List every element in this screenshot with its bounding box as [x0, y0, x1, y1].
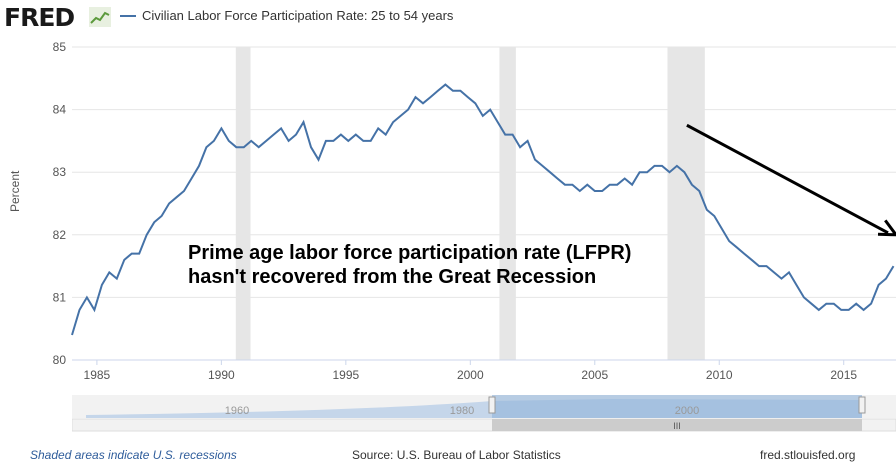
trend-arrow-shaft	[686, 123, 889, 235]
navigator-selection[interactable]	[492, 395, 862, 418]
x-tick-label-2000: 2000	[457, 368, 484, 382]
recession-band-0	[235, 47, 251, 360]
scrollbar-thumb[interactable]	[492, 419, 862, 431]
trend-arrow-head	[877, 219, 896, 237]
footer: Shaded areas indicate U.S. recessions So…	[0, 446, 896, 465]
y-tick-label-83: 83	[53, 165, 67, 179]
y-tick-label-80: 80	[53, 353, 67, 367]
navigator-tick-label-0: 1960	[225, 405, 249, 417]
legend: Civilian Labor Force Participation Rate:…	[120, 8, 453, 23]
x-tick-label-1990: 1990	[208, 368, 235, 382]
fred-graph-icon	[89, 7, 111, 27]
header: FRED Civilian Labor Force Participation …	[0, 0, 896, 34]
legend-swatch	[120, 14, 136, 17]
navigator-tick-label-1: 1980	[450, 405, 474, 417]
series-line-0	[71, 83, 895, 336]
y-tick-label-85: 85	[53, 40, 67, 54]
annotation-line-2: hasn't recovered from the Great Recessio…	[188, 266, 597, 288]
recession-band-1	[499, 47, 516, 360]
y-tick-label-82: 82	[53, 228, 67, 242]
recession-note: Shaded areas indicate U.S. recessions	[30, 448, 237, 462]
fred-logo[interactable]: FRED	[4, 3, 75, 32]
x-tick-label-2010: 2010	[706, 368, 733, 382]
scrollbar-grip[interactable]: III	[673, 421, 681, 431]
y-tick-label-84: 84	[53, 103, 67, 117]
x-tick-label-1985: 1985	[84, 368, 111, 382]
annotation-line-1: Prime age labor force participation rate…	[188, 242, 632, 264]
chart-annotation: Prime age labor force participation rate…	[188, 241, 631, 289]
navigator-left-handle[interactable]	[488, 396, 496, 414]
site-link[interactable]: fred.stlouisfed.org	[760, 448, 856, 462]
x-tick-label-1995: 1995	[332, 368, 359, 382]
navigator-right-handle[interactable]	[858, 396, 866, 414]
x-tick-label-2005: 2005	[581, 368, 608, 382]
x-tick-label-2015: 2015	[830, 368, 857, 382]
legend-label[interactable]: Civilian Labor Force Participation Rate:…	[142, 8, 454, 23]
source-text: Source: U.S. Bureau of Labor Statistics	[352, 448, 561, 462]
recession-band-2	[667, 47, 705, 360]
range-navigator[interactable]: 1960 1980 2000 III	[72, 395, 896, 433]
navigator-tick-label-2: 2000	[675, 405, 699, 417]
line-chart: 80 81 82 83 84 85 1985 1990 1995 2000 2005 2010 2015	[53, 40, 896, 382]
y-tick-label-81: 81	[53, 290, 67, 304]
